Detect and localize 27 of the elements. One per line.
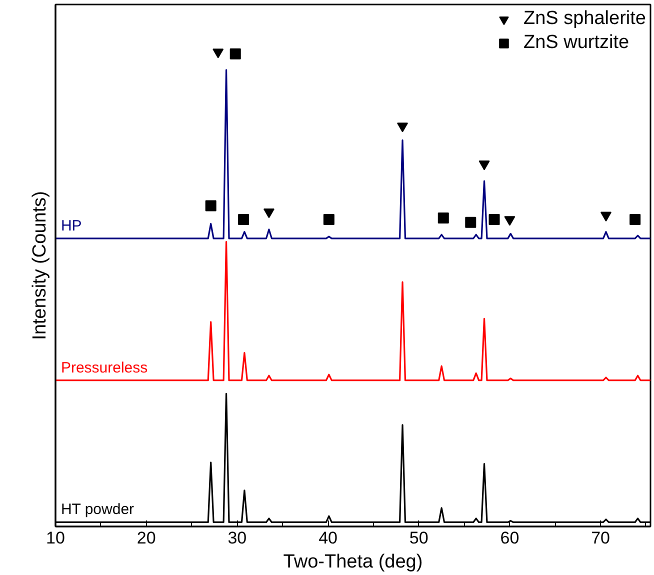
x-tick-label: 40 — [318, 528, 338, 548]
x-tick-label: 50 — [409, 528, 428, 548]
y-axis-title: Intensity (Counts) — [30, 191, 50, 340]
point — [205, 200, 216, 212]
x-tick-label: 30 — [228, 528, 247, 548]
point — [212, 48, 224, 58]
point — [238, 214, 250, 225]
x-tick-label: 10 — [46, 528, 65, 548]
series-label: Pressureless — [60, 359, 148, 376]
point — [630, 214, 641, 225]
series-label: HT powder — [60, 501, 134, 518]
legend-label: ZnS wurtzite — [523, 32, 630, 54]
point — [478, 160, 490, 170]
series-label: HP — [60, 217, 82, 234]
point — [504, 216, 516, 226]
x-tick-label: 70 — [591, 528, 610, 548]
point — [323, 214, 334, 225]
x-tick-label: 20 — [136, 528, 156, 548]
point — [263, 208, 274, 218]
x-axis-title: Two-Theta (deg) — [283, 552, 423, 572]
x-tick-label: 60 — [500, 528, 520, 548]
point — [438, 212, 449, 224]
point — [465, 216, 476, 228]
point — [397, 122, 408, 132]
point — [600, 212, 612, 222]
legend-label: ZnS sphalerite — [523, 8, 646, 30]
point — [488, 214, 500, 225]
